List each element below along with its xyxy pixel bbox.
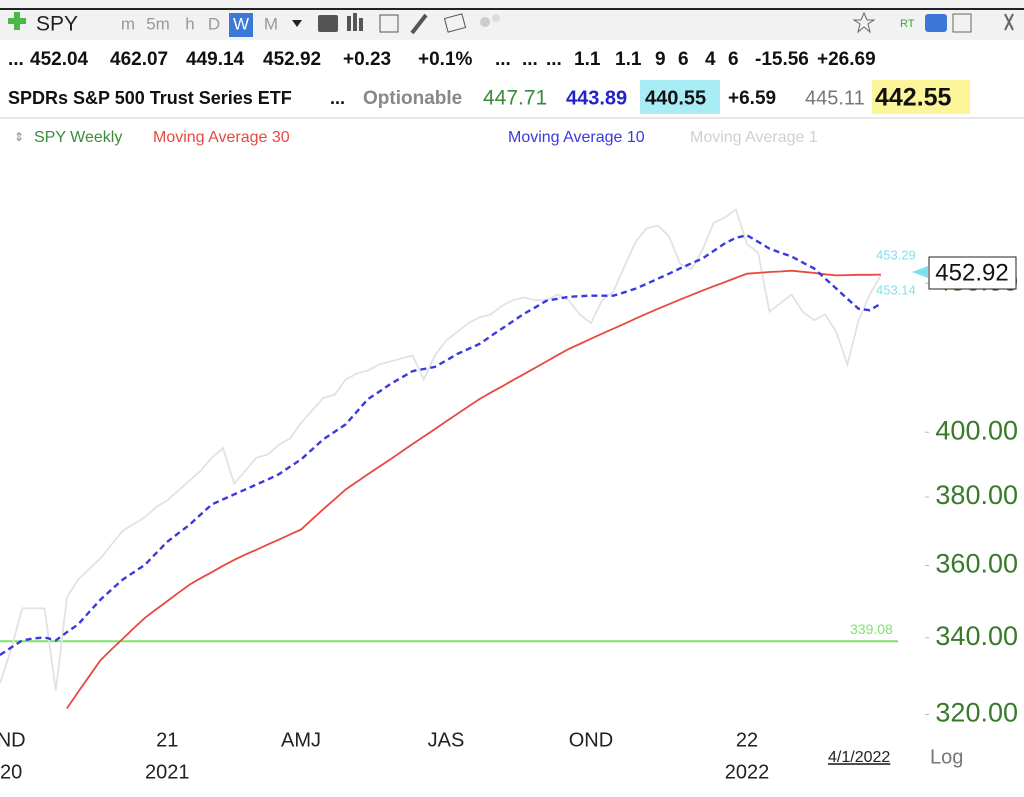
symbol[interactable]: SPY xyxy=(36,13,78,36)
quote-field: SPDRs S&P 500 Trust Series ETF xyxy=(8,88,292,108)
series-line xyxy=(0,208,882,692)
legend-icon: ⇕ xyxy=(14,130,24,144)
legend-symbol[interactable]: SPY Weekly xyxy=(34,129,122,146)
x-tick-label: OND xyxy=(569,729,613,751)
quote-field: ... xyxy=(8,49,24,70)
series-line xyxy=(0,234,882,656)
icon[interactable] xyxy=(443,13,467,33)
icon[interactable] xyxy=(347,16,351,31)
x-year-label: 2021 xyxy=(145,761,190,783)
quote-field: 443.89 xyxy=(566,87,627,109)
quote-field: -15.56 xyxy=(755,49,809,70)
y-tick-label: 340.00 xyxy=(935,621,1018,651)
quote-field: 9 xyxy=(655,49,666,70)
quote-field: 6 xyxy=(728,49,739,70)
series-line xyxy=(66,269,881,710)
x-tick-label: 21 xyxy=(156,729,178,751)
quote-field: +0.1% xyxy=(418,49,473,70)
highlight xyxy=(640,80,720,114)
quote-field: 1.1 xyxy=(615,49,642,70)
quote-field: +26.69 xyxy=(817,49,876,70)
quote-field: +6.59 xyxy=(728,88,776,109)
quote-field: ... xyxy=(495,49,511,70)
close-icon[interactable] xyxy=(1004,13,1014,31)
quote-field: 6 xyxy=(678,49,689,70)
y-tick-label: 400.00 xyxy=(935,415,1018,445)
timeframe[interactable]: 5m xyxy=(146,14,170,33)
quote-field: 442.55 xyxy=(875,84,952,112)
icon[interactable] xyxy=(318,15,338,32)
y-tick-label: 320.00 xyxy=(935,698,1018,728)
legend-entry[interactable]: Moving Average 10 xyxy=(508,129,645,146)
active-timeframe xyxy=(229,13,253,37)
icon[interactable] xyxy=(480,17,490,27)
icon xyxy=(359,18,363,31)
reference-label: 339.08 xyxy=(850,621,893,637)
timeframe[interactable]: D xyxy=(208,14,220,33)
x-year-label: 20 xyxy=(0,761,22,783)
ma-label: 453.14 xyxy=(876,282,916,297)
quote-field: ... xyxy=(546,49,562,70)
last-value-box xyxy=(928,256,1017,290)
x-tick-label: ND xyxy=(0,729,26,751)
legend-entry[interactable]: Moving Average 1 xyxy=(690,129,818,146)
quote-field: ... xyxy=(330,88,345,108)
icon[interactable] xyxy=(410,13,428,35)
quote-field: 1.1 xyxy=(574,49,601,70)
dropdown[interactable] xyxy=(292,20,302,27)
x-year-label: 2022 xyxy=(725,761,770,783)
quote-field: 445.11 xyxy=(805,87,865,109)
quote-field: 440.55 xyxy=(645,87,706,109)
timeframe[interactable]: h xyxy=(185,14,194,33)
ma-label: 453.29 xyxy=(876,247,916,262)
quote-field: 449.14 xyxy=(186,49,245,70)
quote-field: 447.71 xyxy=(483,87,547,110)
quote-field: ... xyxy=(522,49,538,70)
x-tick-label: JAS xyxy=(428,729,465,751)
quote-field: Optionable xyxy=(363,88,462,109)
icon xyxy=(492,14,500,22)
highlight xyxy=(872,80,970,114)
y-tick-label: 380.00 xyxy=(935,480,1018,510)
title-edge xyxy=(0,8,1024,10)
timeframe[interactable]: W xyxy=(233,14,249,33)
x-tick-label: AMJ xyxy=(281,729,321,751)
add-icon[interactable] xyxy=(8,12,26,30)
date-label: 4/1/2022 xyxy=(828,749,890,766)
rt-icon[interactable]: RT xyxy=(900,18,915,30)
icon[interactable] xyxy=(925,14,947,32)
y-tick-label: 360.00 xyxy=(935,549,1018,579)
quote-field: +0.23 xyxy=(343,49,391,70)
price-pointer xyxy=(912,266,928,278)
icon[interactable] xyxy=(379,14,399,33)
legend-entry[interactable]: Moving Average 30 xyxy=(153,129,290,146)
x-tick-label: 22 xyxy=(736,729,758,751)
timeframe[interactable]: M xyxy=(264,14,278,33)
icon[interactable] xyxy=(952,13,972,33)
timeframe[interactable]: m xyxy=(121,14,135,33)
quote-field: 462.07 xyxy=(110,49,168,70)
last-value: 452.92 xyxy=(935,259,1008,286)
quote-field: 452.04 xyxy=(30,49,89,70)
quote-field: 452.92 xyxy=(263,49,321,70)
scale-toggle[interactable]: Log xyxy=(930,746,963,768)
icon xyxy=(353,13,357,31)
quote-field: 4 xyxy=(705,49,716,70)
star-icon[interactable] xyxy=(852,11,876,34)
